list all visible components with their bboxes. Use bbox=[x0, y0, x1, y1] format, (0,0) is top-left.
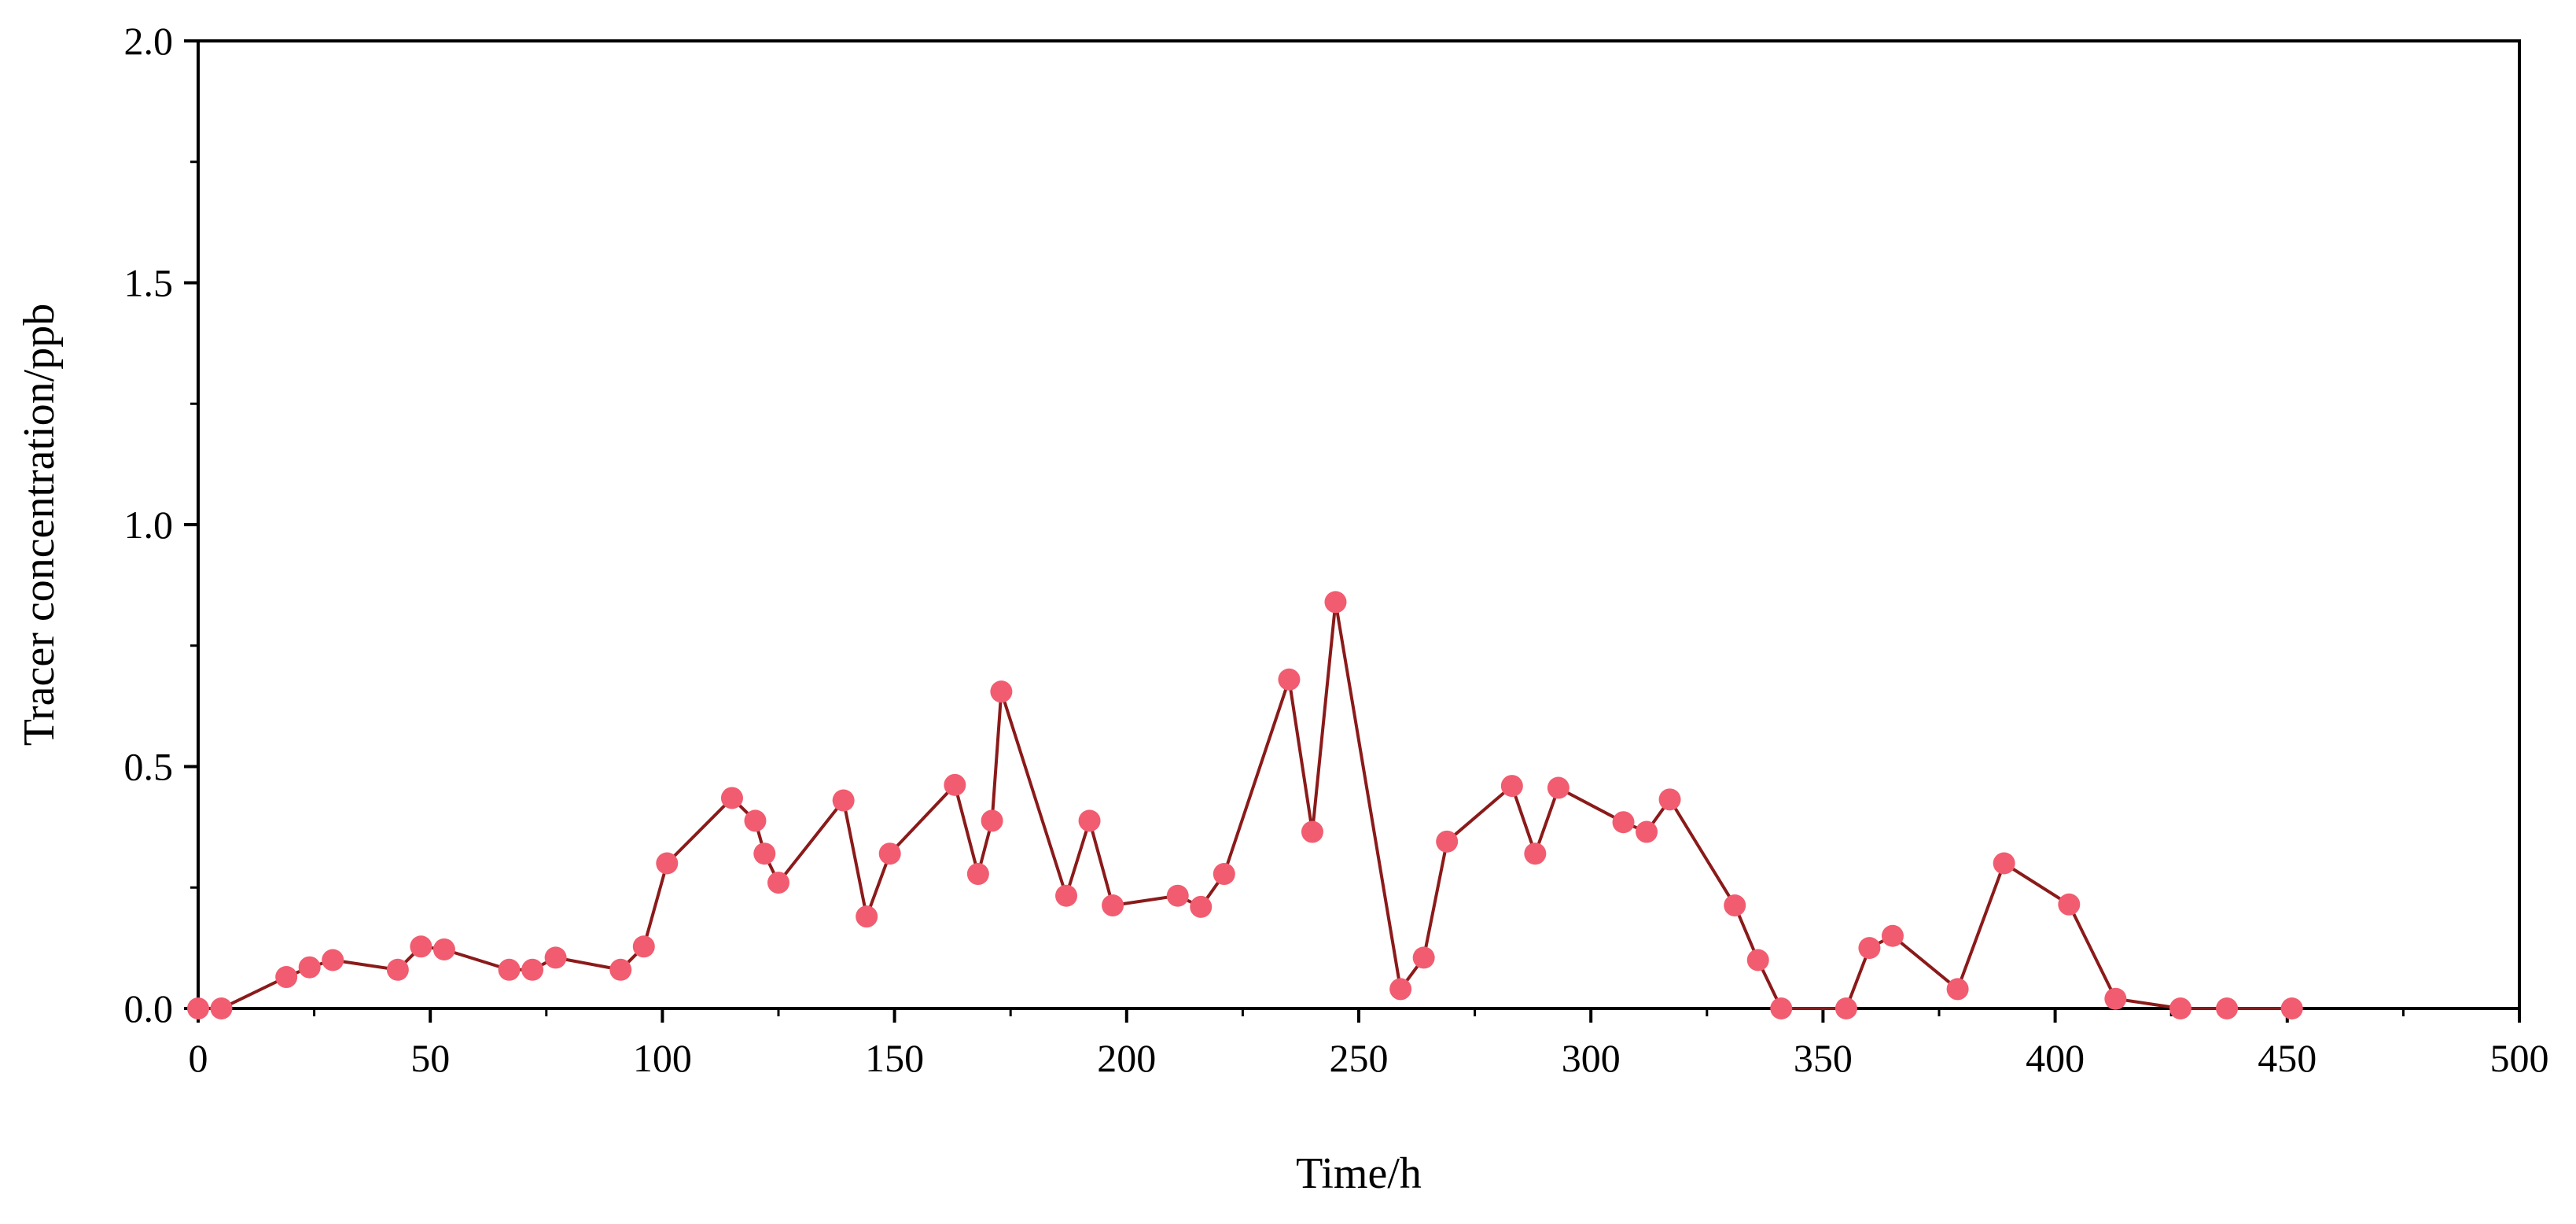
x-tick-label: 250 bbox=[1330, 1036, 1389, 1080]
data-point bbox=[990, 680, 1013, 703]
data-point bbox=[1078, 809, 1101, 832]
data-point bbox=[609, 958, 632, 981]
x-axis-title: Time/h bbox=[1296, 1149, 1422, 1198]
data-point bbox=[856, 905, 878, 928]
y-tick-label: 0.5 bbox=[124, 745, 174, 789]
data-point bbox=[1858, 937, 1881, 960]
data-point bbox=[1946, 978, 1969, 1001]
x-tick-label: 300 bbox=[1562, 1036, 1621, 1080]
data-point bbox=[2104, 987, 2127, 1010]
x-tick-label: 50 bbox=[410, 1036, 450, 1080]
x-tick-label: 100 bbox=[633, 1036, 692, 1080]
data-point bbox=[981, 809, 1003, 832]
data-point bbox=[744, 809, 767, 832]
data-point bbox=[1102, 894, 1124, 917]
data-point bbox=[1746, 949, 1769, 971]
data-point bbox=[720, 787, 743, 809]
data-point bbox=[210, 997, 233, 1019]
data-point bbox=[2216, 997, 2239, 1019]
data-point bbox=[1500, 775, 1523, 798]
x-tick-label: 200 bbox=[1097, 1036, 1156, 1080]
data-point bbox=[966, 863, 989, 886]
data-point bbox=[1770, 997, 1793, 1019]
x-tick-label: 500 bbox=[2490, 1036, 2549, 1080]
x-tick-label: 0 bbox=[189, 1036, 208, 1080]
data-point bbox=[322, 949, 344, 971]
data-point bbox=[1881, 924, 1904, 947]
data-point bbox=[1166, 884, 1189, 907]
series bbox=[187, 591, 2303, 1019]
series-line bbox=[198, 600, 2292, 1010]
data-point bbox=[1612, 811, 1635, 834]
data-point bbox=[1055, 884, 1078, 907]
data-point bbox=[2058, 893, 2081, 916]
data-point bbox=[767, 872, 789, 894]
data-point bbox=[410, 935, 432, 958]
y-tick-label: 1.0 bbox=[124, 503, 174, 547]
data-point bbox=[1524, 842, 1547, 865]
data-point bbox=[1190, 895, 1213, 918]
x-tick-label: 350 bbox=[1794, 1036, 1853, 1080]
data-point bbox=[1834, 997, 1857, 1019]
y-axis-title: Tracer concentration/ppb bbox=[15, 304, 64, 746]
data-point bbox=[498, 958, 521, 981]
data-point bbox=[1724, 894, 1746, 917]
x-axis: 0 50 100 150 200 250 300 350 400 450 500 bbox=[189, 1008, 2549, 1080]
data-point bbox=[1213, 863, 1235, 886]
y-tick-label: 0.0 bbox=[124, 986, 174, 1030]
data-point bbox=[1636, 820, 1658, 843]
plot-border bbox=[197, 39, 2521, 1010]
data-point bbox=[753, 842, 776, 865]
data-point bbox=[1658, 788, 1681, 811]
data-point bbox=[275, 966, 298, 989]
data-point bbox=[832, 789, 855, 812]
data-point bbox=[656, 852, 679, 875]
data-point bbox=[1278, 668, 1301, 691]
data-point bbox=[432, 938, 455, 960]
x-tick-label: 400 bbox=[2026, 1036, 2085, 1080]
data-point bbox=[2169, 997, 2192, 1019]
x-tick-label: 450 bbox=[2258, 1036, 2317, 1080]
y-axis: 0.0 0.5 1.0 1.5 2.0 bbox=[124, 19, 198, 1030]
y-tick-label: 1.5 bbox=[124, 261, 174, 305]
data-point bbox=[1324, 591, 1347, 614]
data-point bbox=[1547, 776, 1570, 799]
data-point bbox=[878, 842, 901, 865]
data-point bbox=[2280, 997, 2303, 1019]
data-point bbox=[386, 958, 409, 981]
data-point bbox=[544, 946, 567, 969]
data-point bbox=[298, 956, 321, 979]
data-point bbox=[1301, 820, 1323, 843]
y-tick-label: 2.0 bbox=[124, 19, 174, 63]
data-point bbox=[1993, 852, 2015, 875]
data-point bbox=[187, 997, 209, 1019]
data-point bbox=[1436, 830, 1459, 853]
data-point bbox=[1412, 946, 1435, 969]
data-point bbox=[944, 773, 966, 796]
data-point bbox=[632, 935, 655, 958]
data-point bbox=[1389, 978, 1412, 1001]
x-tick-label: 150 bbox=[865, 1036, 924, 1080]
plot-frame bbox=[197, 39, 2521, 1010]
data-point bbox=[521, 958, 544, 981]
